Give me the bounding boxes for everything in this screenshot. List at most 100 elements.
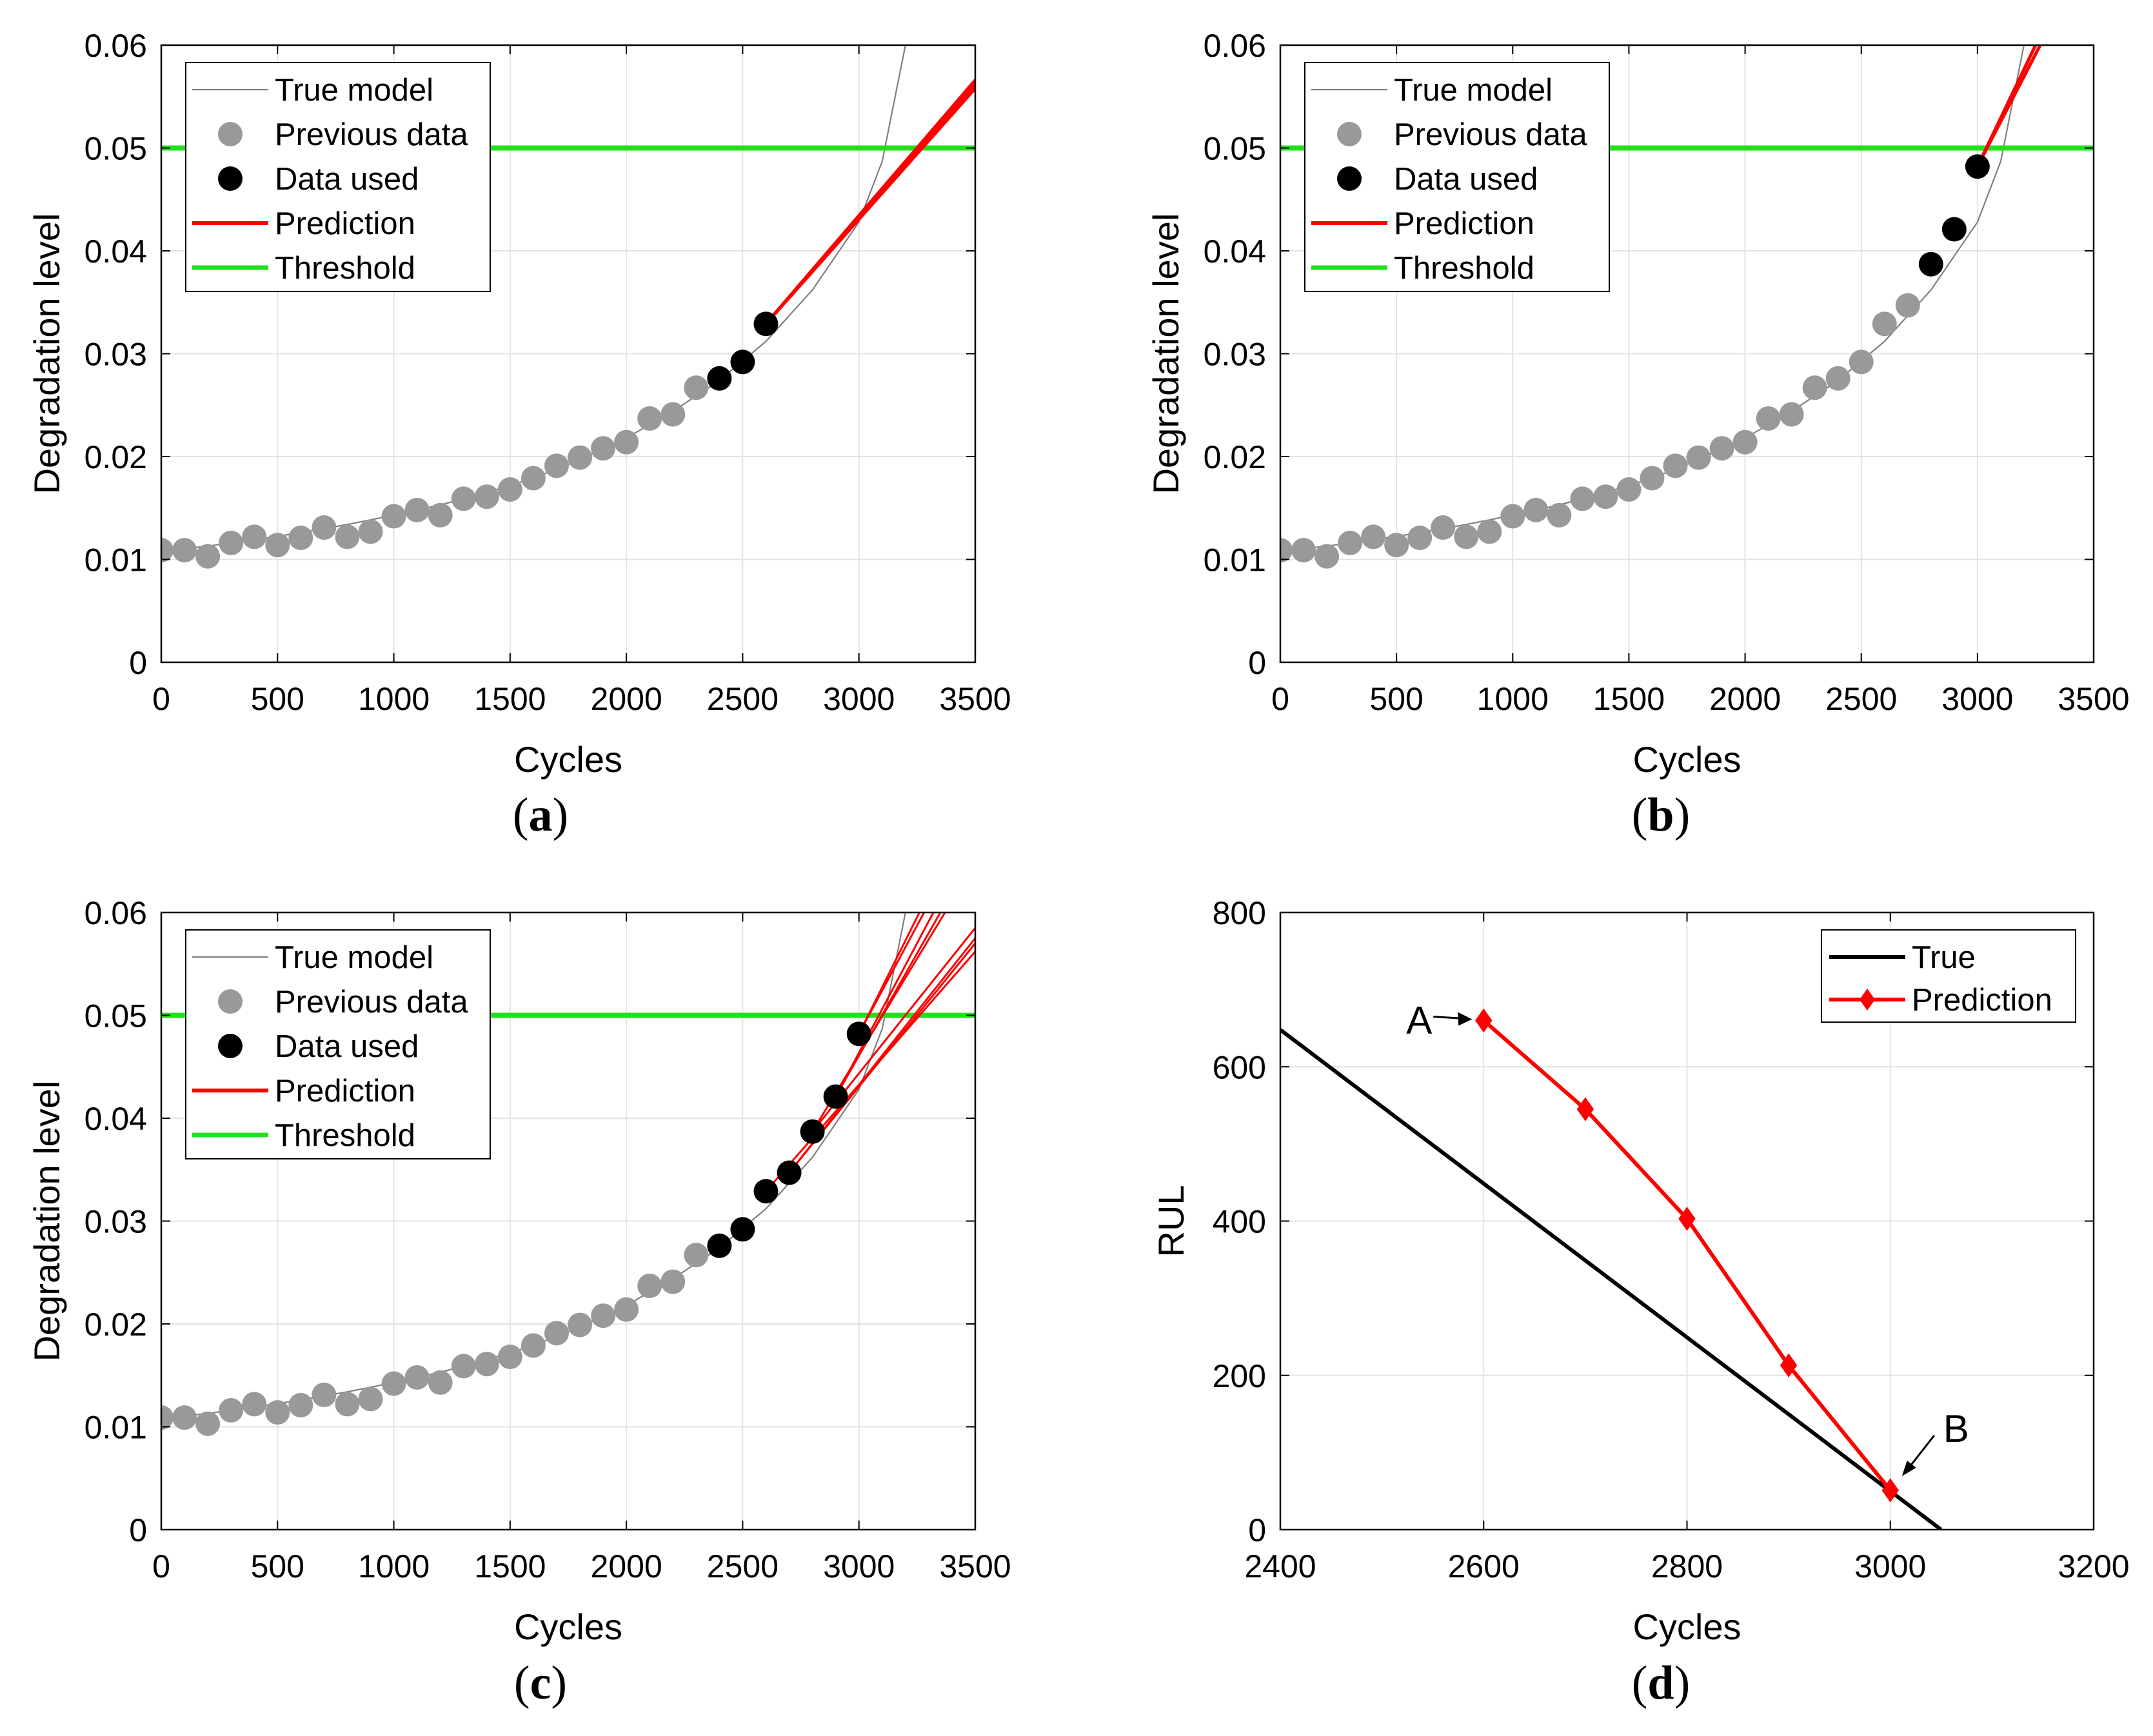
- previous-data-point: [660, 402, 685, 427]
- y-tick-label: 0.04: [1204, 233, 1266, 270]
- y-tick-label: 0.01: [1204, 542, 1266, 578]
- caption-a: (a): [513, 788, 568, 843]
- previous-data-point: [382, 1372, 406, 1396]
- previous-data-point: [1407, 526, 1432, 550]
- panel-c: True model Previous data Data used Predicti…: [26, 895, 1011, 1647]
- y-tick-label: 400: [1213, 1204, 1266, 1240]
- y-tick-label: 0.04: [84, 1101, 147, 1137]
- y-axis-label: Degradation level: [26, 213, 67, 495]
- data-used-point: [777, 1161, 802, 1185]
- y-tick-label: 0.02: [84, 439, 147, 475]
- legend-label: Prediction: [275, 1074, 415, 1109]
- previous-data-point: [312, 515, 336, 540]
- panel-b: True model Previous data Data used Predicti…: [1146, 28, 2130, 780]
- previous-data-point: [242, 1392, 266, 1416]
- prediction-line: [836, 912, 933, 1097]
- caption-d: (d): [1632, 1656, 1690, 1711]
- previous-data-point: [684, 1243, 708, 1267]
- previous-data-point: [335, 524, 359, 549]
- legend-label: True model: [1394, 73, 1553, 108]
- x-tick-label: 500: [1369, 681, 1423, 717]
- x-tick-label: 2000: [591, 1548, 662, 1584]
- x-tick-label: 3000: [1941, 681, 2013, 717]
- legend-label: Data used: [275, 1029, 419, 1064]
- legend-label: Prediction: [1394, 206, 1534, 241]
- data-used-point: [730, 350, 755, 374]
- x-tick-label: 2000: [591, 681, 662, 717]
- y-tick-label: 0.05: [84, 131, 147, 167]
- x-tick-label: 2400: [1244, 1548, 1316, 1584]
- x-tick-label: 2800: [1651, 1548, 1723, 1584]
- y-tick-label: 0: [129, 645, 147, 681]
- previous-data-point: [172, 1405, 197, 1430]
- previous-data-point: [1477, 519, 1502, 544]
- previous-data-point: [359, 1386, 383, 1411]
- annotation-label-a: A: [1406, 998, 1432, 1041]
- y-axis-label: RUL: [1151, 1185, 1191, 1257]
- true-rul-line: [1280, 1030, 1941, 1530]
- caption-b: (b): [1632, 788, 1690, 843]
- legend-label: Previous data: [275, 985, 468, 1020]
- previous-data-point: [498, 1345, 522, 1369]
- previous-data-point: [544, 453, 569, 478]
- previous-data-point: [219, 531, 243, 555]
- previous-data-point: [1640, 466, 1664, 490]
- x-tick-label: 500: [251, 681, 304, 717]
- x-axis-label: Cycles: [514, 1606, 622, 1647]
- x-tick-label: 3200: [2058, 1548, 2129, 1584]
- previous-data-point: [660, 1270, 685, 1294]
- previous-data-point: [1547, 503, 1571, 528]
- previous-data-point: [521, 466, 546, 490]
- legend-label: Threshold: [1394, 251, 1534, 286]
- previous-data-point: [591, 1303, 615, 1328]
- previous-data-point: [1315, 544, 1339, 569]
- previous-data-point: [1687, 446, 1711, 470]
- data-used-point: [753, 311, 778, 336]
- previous-data-point: [405, 1365, 430, 1390]
- x-tick-label: 0: [1271, 681, 1289, 717]
- previous-data-point: [172, 538, 197, 562]
- plot-data-layer: [1280, 1009, 1941, 1530]
- previous-data-point: [521, 1333, 546, 1357]
- x-tick-label: 3500: [2058, 681, 2129, 717]
- legend-previous-data-swatch: [218, 989, 243, 1014]
- previous-data-point: [1826, 366, 1850, 391]
- previous-data-point: [1431, 515, 1455, 540]
- previous-data-point: [1361, 524, 1385, 549]
- data-used-point: [1965, 154, 1990, 179]
- previous-data-point: [428, 1370, 453, 1395]
- y-tick-label: 0.06: [1204, 28, 1266, 64]
- data-used-point: [847, 1021, 871, 1046]
- previous-data-point: [1570, 486, 1594, 511]
- data-used-point: [730, 1217, 755, 1241]
- previous-data-point: [1616, 477, 1641, 502]
- previous-data-point: [568, 1313, 592, 1337]
- x-tick-label: 2500: [707, 681, 779, 717]
- x-tick-label: 3000: [1854, 1548, 1926, 1584]
- y-tick-label: 600: [1213, 1049, 1266, 1085]
- y-axis-label: Degradation level: [1146, 213, 1186, 495]
- y-tick-label: 800: [1213, 895, 1266, 931]
- previous-data-point: [265, 533, 290, 557]
- legend-data-used-swatch: [218, 1034, 243, 1058]
- previous-data-point: [1338, 531, 1362, 555]
- legend: True model Previous data Data used Predicti…: [1305, 63, 1609, 291]
- legend-data-used-swatch: [218, 166, 243, 191]
- previous-data-point: [1291, 538, 1316, 562]
- previous-data-point: [288, 1393, 313, 1417]
- x-tick-label: 0: [152, 1548, 170, 1584]
- prediction-diamond-marker: [1476, 1009, 1491, 1031]
- previous-data-point: [1663, 453, 1687, 478]
- legend: True model Previous data Data used Predicti…: [186, 63, 490, 291]
- legend-label: Previous data: [1394, 117, 1587, 152]
- x-tick-label: 1000: [358, 681, 430, 717]
- data-used-point: [707, 1234, 731, 1258]
- data-used-point: [800, 1120, 825, 1144]
- previous-data-point: [1896, 293, 1920, 318]
- y-tick-label: 0.01: [84, 1410, 147, 1446]
- previous-data-point: [405, 498, 430, 522]
- previous-data-point: [451, 486, 476, 511]
- y-tick-label: 0.02: [84, 1307, 147, 1343]
- legend-label: Threshold: [275, 1118, 415, 1153]
- previous-data-point: [428, 503, 453, 528]
